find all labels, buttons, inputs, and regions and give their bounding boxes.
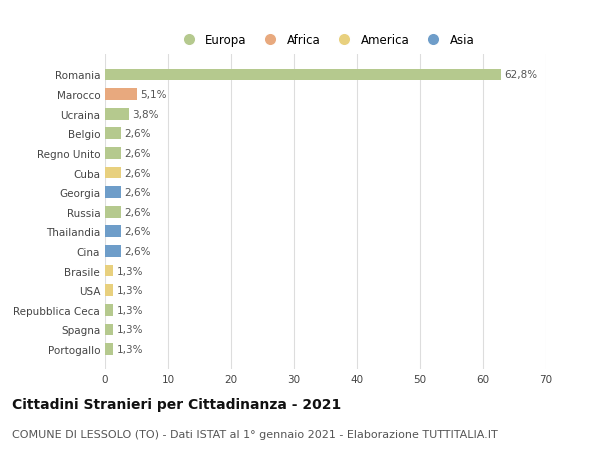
Bar — [105, 167, 121, 179]
Text: 2,6%: 2,6% — [125, 188, 151, 198]
Text: 1,3%: 1,3% — [116, 325, 143, 335]
Bar — [105, 207, 121, 218]
Text: 1,3%: 1,3% — [116, 305, 143, 315]
Text: 1,3%: 1,3% — [116, 344, 143, 354]
Text: 2,6%: 2,6% — [125, 207, 151, 217]
Bar — [105, 246, 121, 257]
Bar — [105, 108, 129, 120]
Bar — [105, 324, 113, 336]
Bar — [105, 285, 113, 297]
Bar — [105, 343, 113, 355]
Text: 62,8%: 62,8% — [504, 70, 537, 80]
Text: Cittadini Stranieri per Cittadinanza - 2021: Cittadini Stranieri per Cittadinanza - 2… — [12, 397, 341, 411]
Text: 1,3%: 1,3% — [116, 285, 143, 296]
Bar — [105, 187, 121, 199]
Text: 2,6%: 2,6% — [125, 246, 151, 257]
Bar — [105, 304, 113, 316]
Text: 2,6%: 2,6% — [125, 227, 151, 237]
Bar — [105, 148, 121, 159]
Bar — [105, 128, 121, 140]
Bar — [105, 69, 500, 81]
Text: COMUNE DI LESSOLO (TO) - Dati ISTAT al 1° gennaio 2021 - Elaborazione TUTTITALIA: COMUNE DI LESSOLO (TO) - Dati ISTAT al 1… — [12, 429, 498, 439]
Bar — [105, 265, 113, 277]
Text: 2,6%: 2,6% — [125, 129, 151, 139]
Text: 2,6%: 2,6% — [125, 168, 151, 178]
Text: 1,3%: 1,3% — [116, 266, 143, 276]
Bar — [105, 226, 121, 238]
Text: 3,8%: 3,8% — [132, 109, 158, 119]
Text: 5,1%: 5,1% — [140, 90, 167, 100]
Legend: Europa, Africa, America, Asia: Europa, Africa, America, Asia — [172, 29, 479, 52]
Bar — [105, 89, 137, 101]
Text: 2,6%: 2,6% — [125, 149, 151, 158]
